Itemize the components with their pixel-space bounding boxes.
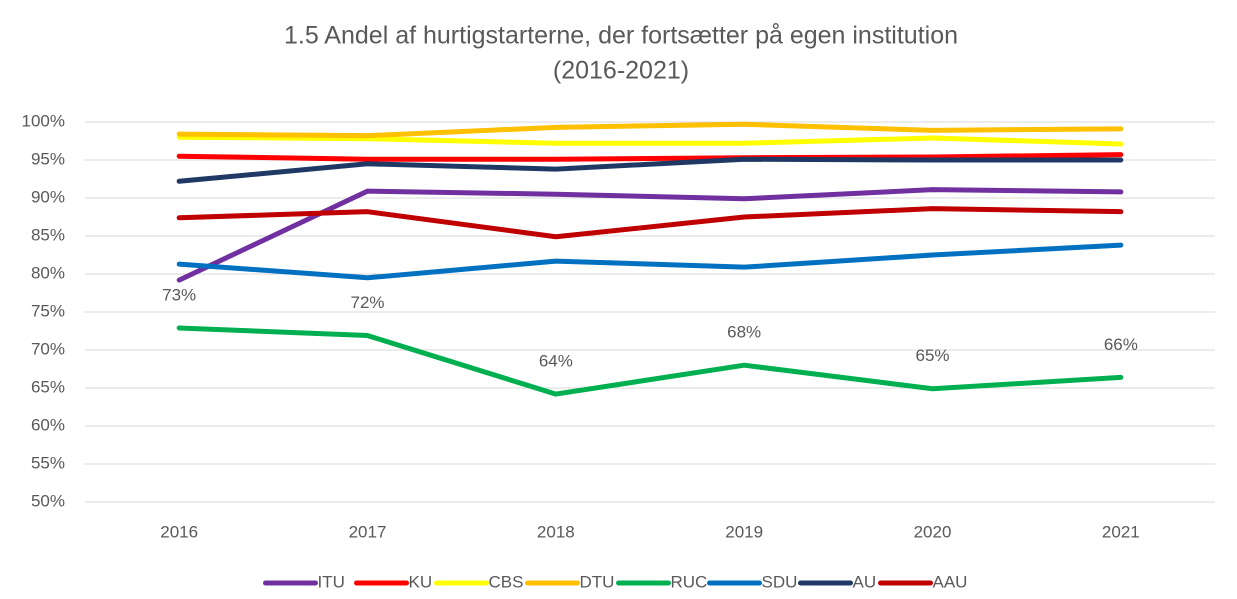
legend-label: DTU <box>580 572 615 591</box>
y-tick-label: 75% <box>31 301 65 320</box>
data-label: 72% <box>350 293 384 312</box>
data-label: 73% <box>162 285 196 304</box>
y-tick-label: 100% <box>22 111 65 130</box>
series-line <box>176 121 1124 139</box>
series-line <box>176 325 1124 397</box>
y-tick-label: 70% <box>31 339 65 358</box>
x-tick-label: 2020 <box>914 522 952 541</box>
series-line <box>176 187 1124 283</box>
x-tick-label: 2019 <box>725 522 763 541</box>
y-tick-label: 50% <box>31 491 65 510</box>
series-line <box>176 242 1124 281</box>
x-tick-label: 2016 <box>160 522 198 541</box>
x-tick-label: 2021 <box>1102 522 1140 541</box>
legend-label: CBS <box>489 572 524 591</box>
y-tick-label: 90% <box>31 187 65 206</box>
legend-label: RUC <box>671 572 708 591</box>
series-line <box>176 206 1124 240</box>
y-tick-label: 55% <box>31 453 65 472</box>
series-line <box>176 156 1124 184</box>
y-tick-label: 65% <box>31 377 65 396</box>
x-tick-label: 2018 <box>537 522 575 541</box>
x-tick-label: 2017 <box>349 522 387 541</box>
y-tick-label: 85% <box>31 225 65 244</box>
series-line <box>176 152 1124 162</box>
y-tick-label: 95% <box>31 149 65 168</box>
legend-label: AAU <box>933 572 968 591</box>
data-label: 66% <box>1104 335 1138 354</box>
chart-title: 1.5 Andel af hurtigstarterne, der fortsæ… <box>284 22 958 50</box>
legend-label: AU <box>853 572 877 591</box>
data-label: 64% <box>539 352 573 371</box>
y-tick-label: 60% <box>31 415 65 434</box>
data-label: 68% <box>727 323 761 342</box>
series-line <box>176 134 1124 147</box>
chart-title: (2016-2021) <box>553 57 689 85</box>
legend-label: ITU <box>318 572 345 591</box>
data-label: 65% <box>915 346 949 365</box>
legend-label: KU <box>409 572 433 591</box>
legend-label: SDU <box>762 572 798 591</box>
y-tick-label: 80% <box>31 263 65 282</box>
